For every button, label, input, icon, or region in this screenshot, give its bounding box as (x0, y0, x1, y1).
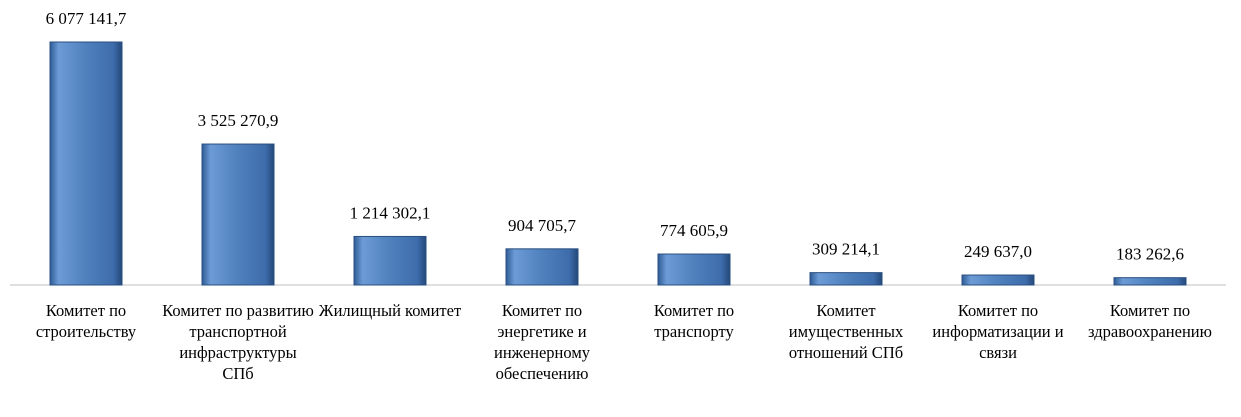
category-label: Комитет по энергетике и инженерному обес… (493, 301, 591, 383)
category-label: Комитет по транспорту (653, 301, 735, 341)
category-label: Комитет по здравоохранению (1088, 301, 1212, 341)
category-label: Комитет по строительству (35, 301, 137, 341)
value-label: 309 214,1 (812, 240, 880, 259)
bar (809, 272, 883, 286)
bar (505, 248, 579, 286)
value-label: 183 262,6 (1116, 245, 1184, 264)
bar (1113, 277, 1187, 286)
bar (201, 143, 275, 286)
bar (49, 41, 123, 286)
value-label: 3 525 270,9 (198, 111, 279, 130)
value-label: 249 637,0 (964, 242, 1032, 261)
bar (961, 274, 1035, 286)
bar (657, 253, 731, 286)
category-label: Комитет по развитию транспортной инфраст… (162, 301, 314, 383)
category-label: Комитет по информатизации и связи (932, 301, 1064, 362)
value-label: 774 605,9 (660, 221, 728, 240)
value-label: 1 214 302,1 (350, 203, 431, 222)
category-label: Комитет имущественных отношений СПб (788, 301, 904, 362)
value-label: 6 077 141,7 (46, 9, 127, 28)
value-label: 904 705,7 (508, 216, 577, 235)
category-label: Жилищный комитет (318, 301, 462, 320)
bar (353, 235, 427, 286)
